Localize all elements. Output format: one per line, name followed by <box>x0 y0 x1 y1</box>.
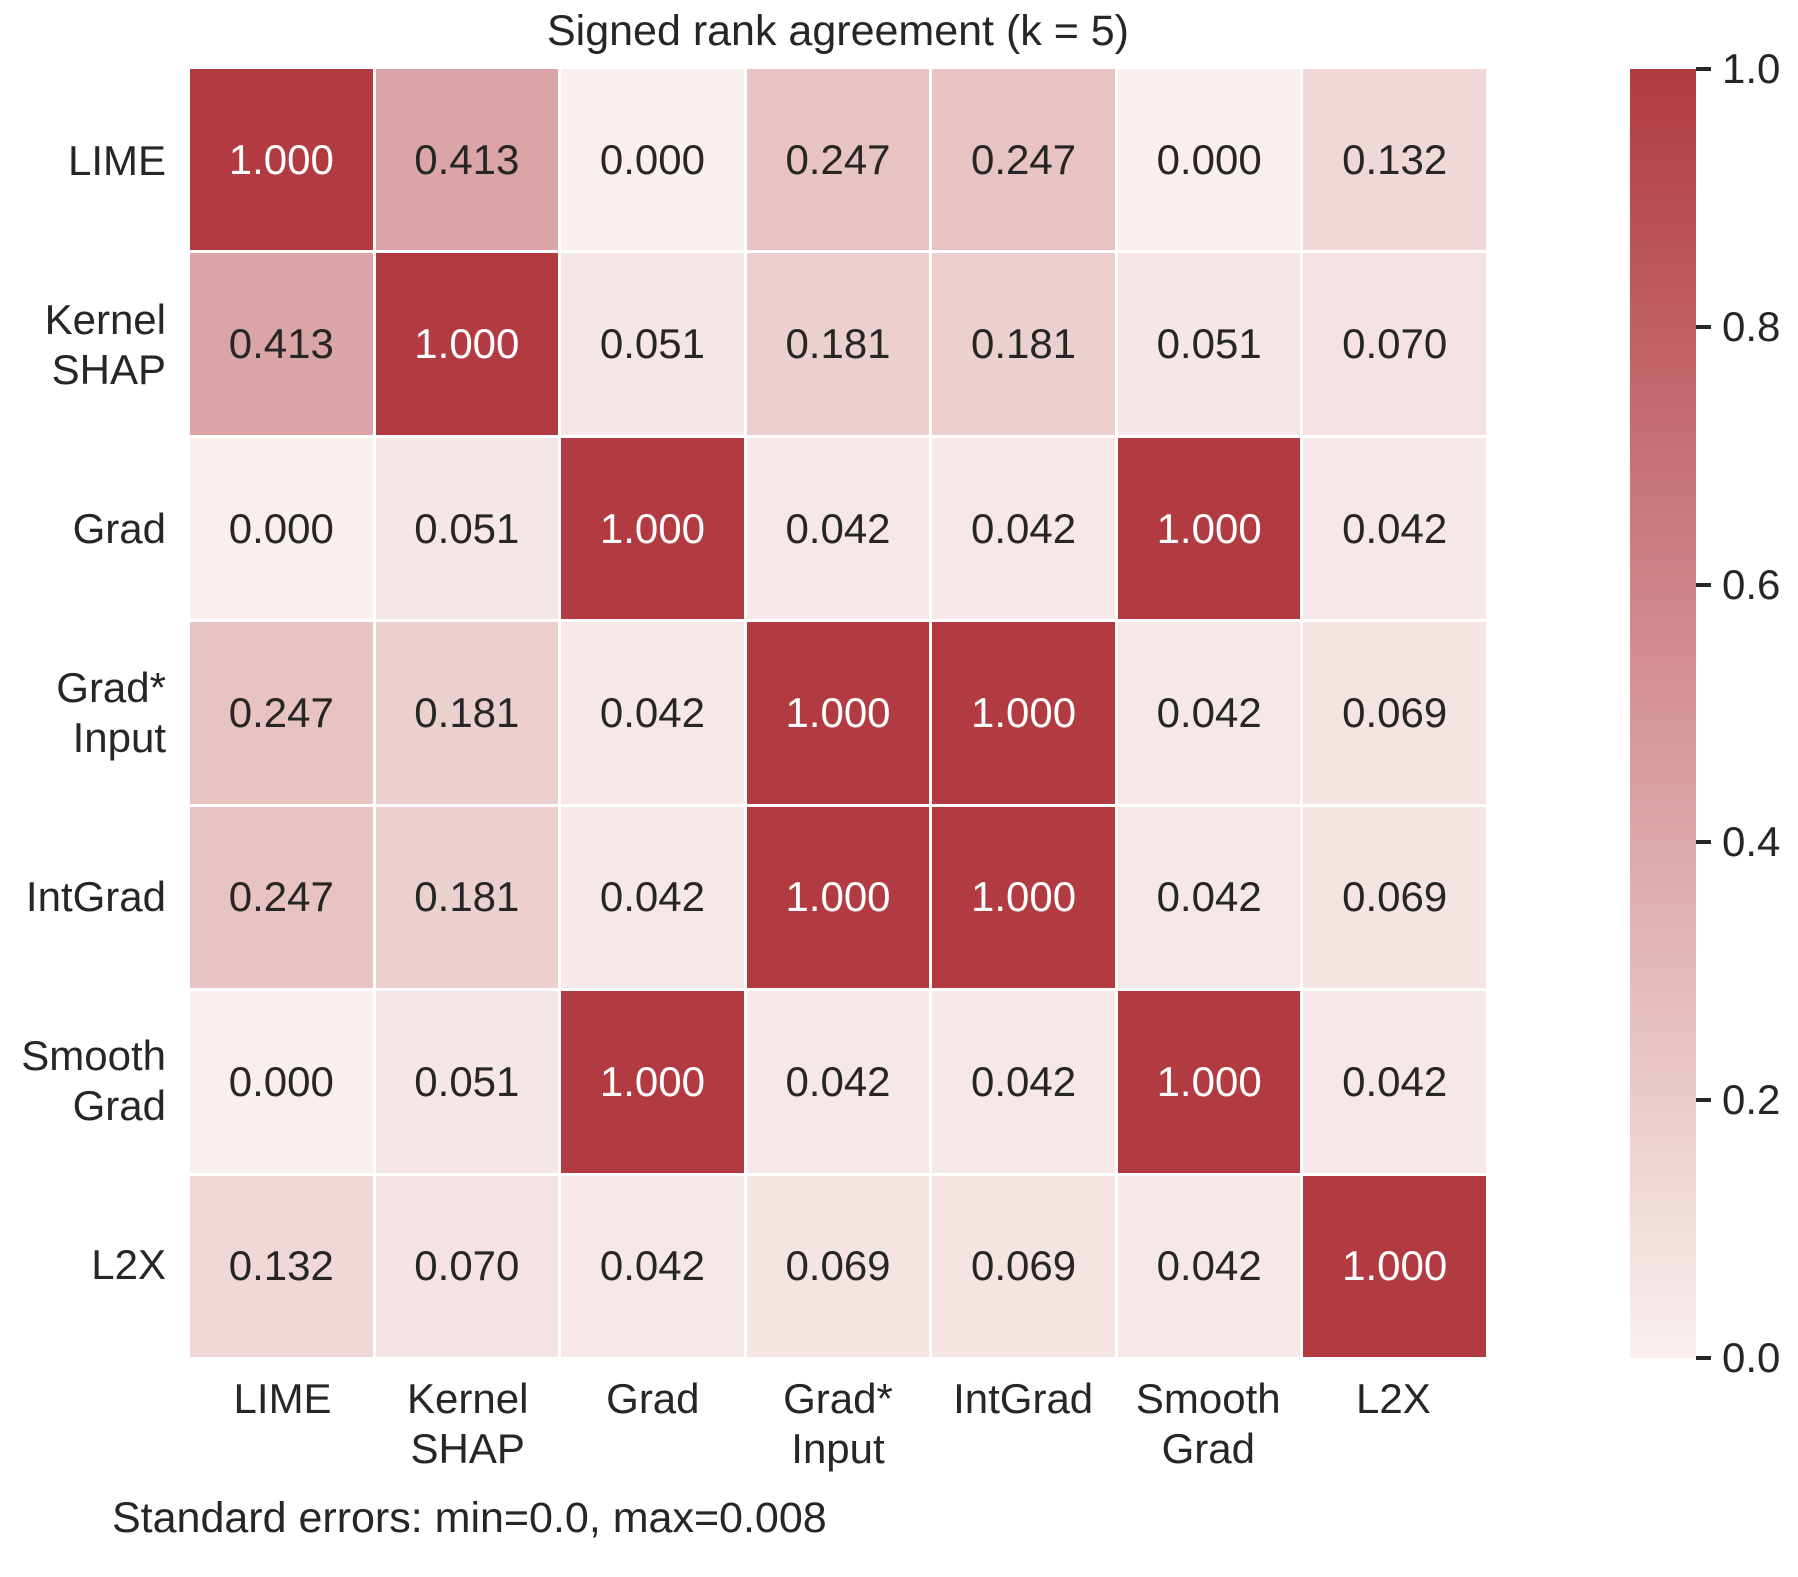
heatmap-cell: 0.051 <box>375 437 559 620</box>
row-label: L2X <box>91 1240 166 1288</box>
heatmap-cell: 0.042 <box>561 622 744 804</box>
heatmap-cell: 0.042 <box>1303 437 1486 620</box>
heatmap-cell: 0.069 <box>1303 622 1486 804</box>
column-label: L2X <box>1356 1375 1431 1422</box>
column-label: LIME <box>233 1375 332 1422</box>
heatmap-cell: 1.000 <box>561 991 744 1173</box>
heatmap-cell: 0.247 <box>746 69 930 251</box>
heatmap-cell: 1.000 <box>1117 437 1301 620</box>
heatmap-cell: 1.000 <box>561 437 744 620</box>
row-label: Grad <box>72 504 166 552</box>
row-label: Smooth Grad <box>21 1031 166 1129</box>
heatmap-cell: 1.000 <box>1303 1175 1486 1357</box>
heatmap-cell: 0.042 <box>746 437 930 620</box>
heatmap-cell: 0.000 <box>190 991 373 1173</box>
colorbar-tick-label: 0.6 <box>1722 560 1781 608</box>
colorbar-tick <box>1696 67 1711 71</box>
heatmap-cell: 0.051 <box>375 991 559 1173</box>
colorbar-tick-label: 0.2 <box>1722 1076 1781 1124</box>
heatmap-cell: 0.042 <box>1303 991 1486 1173</box>
colorbar-tick-label: 0.0 <box>1722 1334 1781 1381</box>
heatmap-cell: 0.132 <box>1303 69 1486 251</box>
row-label: Kernel SHAP <box>44 295 166 393</box>
heatmap-cell: 0.042 <box>932 991 1115 1173</box>
heatmap-cell: 0.181 <box>746 253 930 435</box>
chart-title: Signed rank agreement (k = 5) <box>546 7 1129 55</box>
colorbar-tick-label: 0.8 <box>1722 302 1781 350</box>
heatmap-cell: 0.042 <box>561 806 744 989</box>
heatmap-cell: 0.000 <box>190 437 373 620</box>
colorbar-tick <box>1696 582 1711 587</box>
heatmap-cell: 0.069 <box>932 1175 1115 1357</box>
heatmap-cell: 0.042 <box>561 1175 744 1357</box>
heatmap-cell: 1.000 <box>932 622 1115 804</box>
colorbar-tick-label: 1.0 <box>1722 45 1781 92</box>
column-label: Grad <box>606 1375 700 1422</box>
heatmap-grid: 1.000 0.413 0.000 0.247 0.247 0.000 0.132 0.413… <box>190 69 1486 1357</box>
heatmap-cell: 0.069 <box>1303 806 1486 989</box>
heatmap-cell: 0.247 <box>932 69 1115 251</box>
colorbar <box>1630 69 1696 1358</box>
heatmap-cell: 0.132 <box>190 1175 373 1357</box>
column-label: Grad* Input <box>783 1375 893 1473</box>
standard-errors-note: Standard errors: min=0.0, max=0.008 <box>112 1494 827 1542</box>
heatmap-cell: 0.051 <box>561 253 744 435</box>
column-label: Smooth Grad <box>1135 1375 1281 1473</box>
heatmap-cell: 0.413 <box>190 253 373 435</box>
column-label: Kernel SHAP <box>407 1375 529 1473</box>
heatmap-cell: 1.000 <box>932 806 1115 989</box>
heatmap-cell: 0.069 <box>746 1175 930 1357</box>
heatmap-cell: 0.181 <box>375 622 559 804</box>
heatmap-cell: 0.042 <box>1117 622 1301 804</box>
row-label: LIME <box>67 136 166 184</box>
heatmap-cell: 0.000 <box>1117 69 1301 251</box>
heatmap-cell: 1.000 <box>746 806 930 989</box>
row-label: Grad* Input <box>56 663 166 761</box>
heatmap-cell: 1.000 <box>190 69 373 251</box>
heatmap-cell: 0.042 <box>1117 1175 1301 1357</box>
x-axis-labels: LIME Kernel SHAP Grad Grad* Input IntGrad Smo… <box>190 1374 1486 1475</box>
row-label: IntGrad <box>25 872 166 920</box>
colorbar-tick <box>1696 1098 1711 1103</box>
column-label: IntGrad <box>953 1375 1094 1422</box>
colorbar-tick <box>1696 324 1711 329</box>
heatmap-cell: 0.247 <box>190 806 373 989</box>
heatmap-cell: 0.413 <box>375 69 559 251</box>
y-axis-labels: LIME Kernel SHAP Grad Grad* Input IntGrad Smo… <box>0 69 166 1357</box>
heatmap-cell: 0.051 <box>1117 253 1301 435</box>
heatmap-cell: 0.181 <box>932 253 1115 435</box>
colorbar-tick-label: 0.4 <box>1722 818 1781 866</box>
heatmap-cell: 0.000 <box>561 69 744 251</box>
heatmap-cell: 0.070 <box>375 1175 559 1357</box>
colorbar-tick <box>1696 840 1711 845</box>
colorbar-tick <box>1696 1356 1711 1360</box>
heatmap-cell: 1.000 <box>1117 991 1301 1173</box>
heatmap-cell: 0.247 <box>190 622 373 804</box>
heatmap-cell: 0.042 <box>746 991 930 1173</box>
heatmap-cell: 1.000 <box>375 253 559 435</box>
heatmap-cell: 0.042 <box>932 437 1115 620</box>
heatmap-cell: 0.070 <box>1303 253 1486 435</box>
heatmap-cell: 1.000 <box>746 622 930 804</box>
heatmap-cell: 0.181 <box>375 806 559 989</box>
heatmap-cell: 0.042 <box>1117 806 1301 989</box>
